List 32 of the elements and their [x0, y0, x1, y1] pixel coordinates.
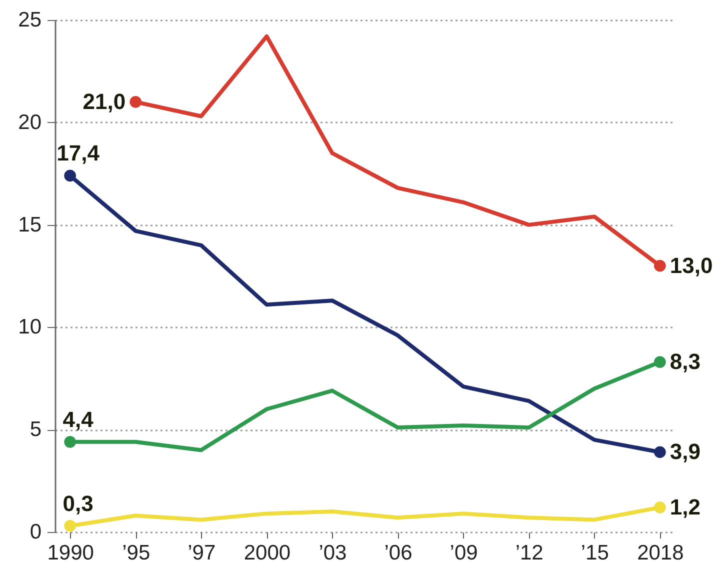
data-label: 21,0 [82, 88, 126, 114]
point [654, 356, 666, 368]
point [654, 502, 666, 514]
x-tick-label: ’03 [318, 542, 347, 564]
data-label: 8,3 [670, 349, 701, 374]
y-tick-label: 5 [30, 418, 42, 442]
data-label: 4,4 [62, 406, 94, 432]
data-label: 3,9 [670, 439, 701, 464]
point [130, 96, 142, 108]
x-tick-label: 1990 [47, 542, 94, 564]
data-label: 13,0 [670, 252, 713, 278]
x-tick-label: ’12 [515, 542, 544, 564]
x-tick-label: ’09 [450, 542, 478, 564]
y-tick-label: 25 [18, 8, 42, 32]
x-tick-label: 2018 [637, 542, 684, 564]
x-tick-label: 2000 [244, 542, 291, 564]
point [64, 436, 76, 448]
point [64, 520, 76, 532]
y-tick-label: 20 [18, 110, 42, 134]
x-tick-label: ’15 [580, 542, 609, 564]
y-tick-label: 15 [18, 213, 42, 236]
x-tick-label: ’95 [122, 542, 150, 564]
y-tick-label: 0 [30, 520, 42, 544]
data-label: 1,2 [670, 494, 701, 520]
data-label: 0,3 [62, 490, 94, 516]
point [654, 446, 666, 458]
point [654, 260, 666, 272]
data-label: 17,4 [56, 140, 100, 166]
x-tick-label: ’97 [188, 542, 216, 564]
x-tick-label: ’06 [384, 542, 412, 564]
point [64, 170, 76, 182]
y-tick-label: 10 [18, 316, 42, 339]
